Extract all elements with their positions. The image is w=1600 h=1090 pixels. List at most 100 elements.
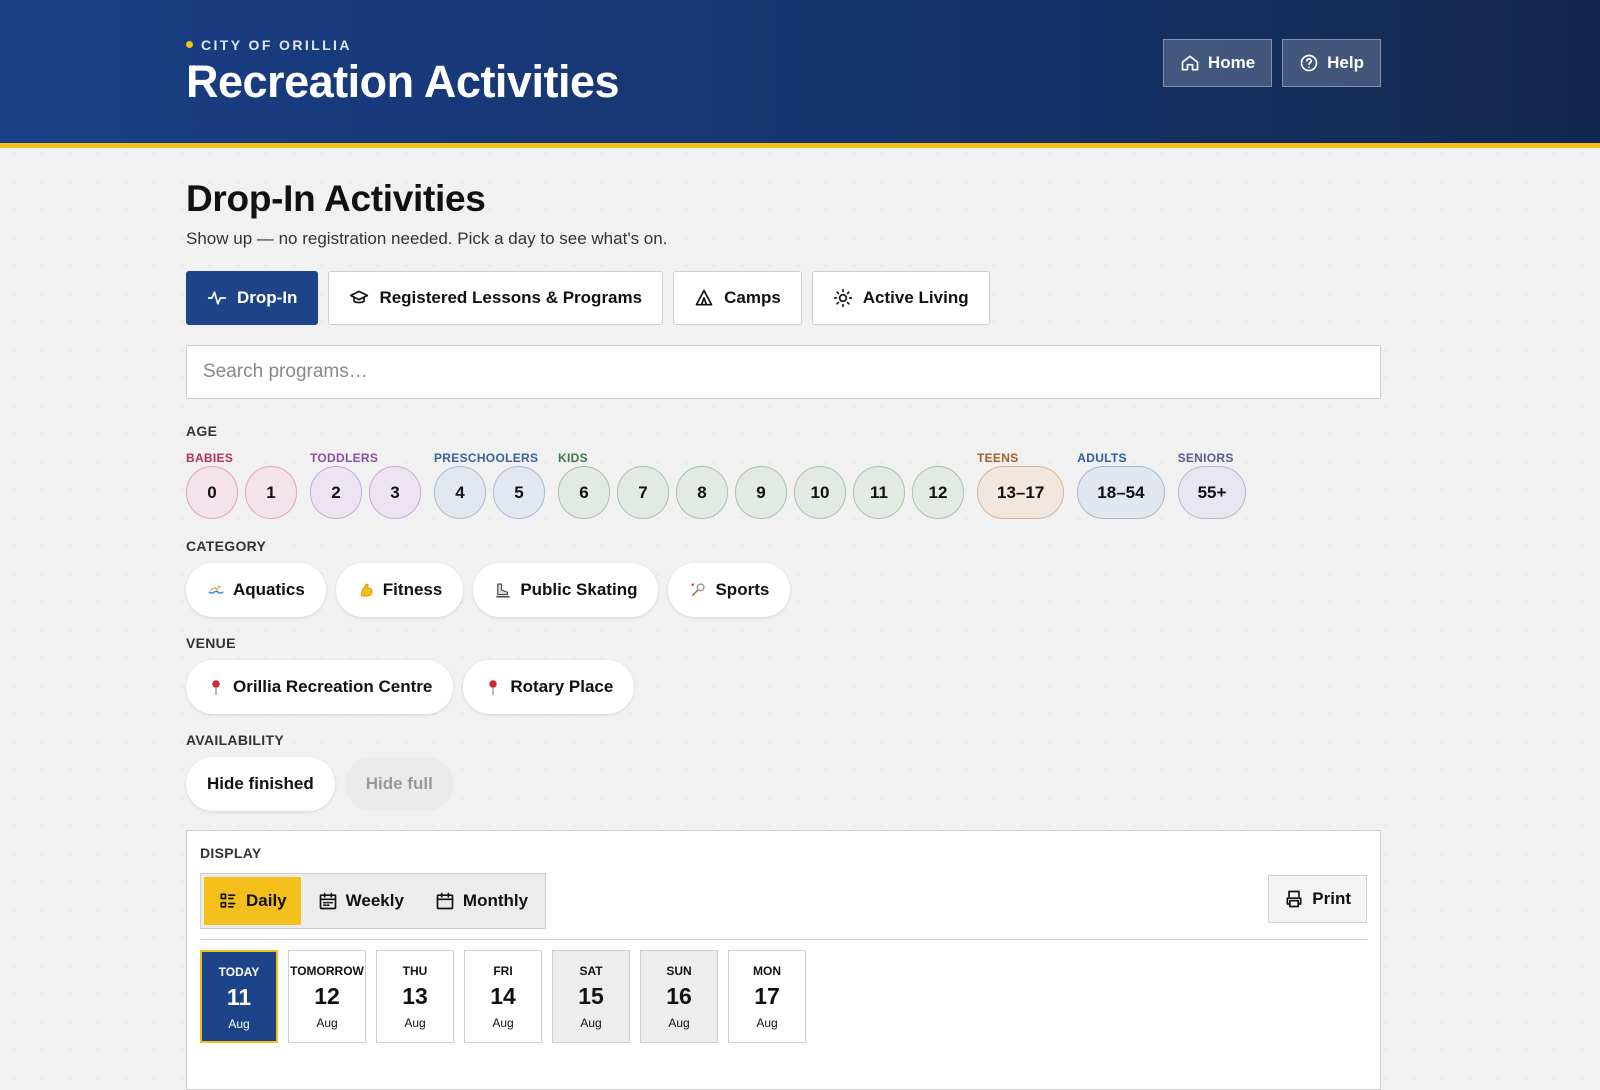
tabs: Drop-In Registered Lessons & Programs Camp… bbox=[186, 271, 1381, 325]
age-group-name: ADULTS bbox=[1077, 451, 1127, 465]
icon bbox=[695, 289, 713, 306]
nav: Home Help bbox=[1162, 39, 1381, 87]
day-card[interactable]: FRI 14 Aug bbox=[464, 950, 542, 1043]
nav-button[interactable]: Home bbox=[1162, 39, 1273, 87]
category-label: Sports bbox=[715, 580, 770, 599]
category-pill[interactable]: Sports bbox=[668, 563, 791, 617]
day-card[interactable]: TOMORROW 12 Aug bbox=[288, 950, 366, 1043]
venue-label: Orillia Recreation Centre bbox=[233, 677, 433, 696]
category-label: Aquatics bbox=[233, 580, 305, 599]
age-chip[interactable]: 18–54 bbox=[1077, 466, 1165, 519]
icon bbox=[360, 583, 373, 597]
venue-pill[interactable]: Orillia Recreation Centre bbox=[186, 660, 454, 714]
age-chip[interactable]: 6 bbox=[558, 466, 610, 519]
day-date: 14 bbox=[490, 983, 516, 1009]
day-card[interactable]: THU 13 Aug bbox=[376, 950, 454, 1043]
view-button[interactable]: Monthly bbox=[421, 877, 542, 925]
icon bbox=[833, 288, 852, 308]
site-title: Recreation Activities bbox=[186, 56, 620, 107]
category-label: Public Skating bbox=[520, 580, 638, 599]
age-chip[interactable]: 8 bbox=[676, 466, 728, 519]
availability-pill[interactable]: Hide finished bbox=[186, 757, 335, 811]
age-chip[interactable]: 12 bbox=[912, 466, 964, 519]
age-chip[interactable]: 13–17 bbox=[977, 466, 1065, 519]
venue-label: Rotary Place bbox=[510, 677, 614, 696]
day-name: THU bbox=[402, 964, 428, 978]
age-group: PRESCHOOLERS 4 5 bbox=[434, 451, 545, 519]
age-chip[interactable]: 2 bbox=[310, 466, 362, 519]
day-name: SUN bbox=[666, 964, 692, 978]
category-pill[interactable]: Fitness bbox=[335, 563, 464, 617]
age-chip[interactable]: 1 bbox=[245, 466, 297, 519]
tab-label: Active Living bbox=[862, 288, 969, 307]
day-name: FRI bbox=[493, 964, 513, 978]
icon bbox=[220, 893, 236, 908]
day-month: Aug bbox=[316, 1016, 338, 1030]
age-group: TEENS 13–17 bbox=[977, 451, 1065, 519]
icon bbox=[436, 892, 454, 910]
age-chip[interactable]: 10 bbox=[794, 466, 846, 519]
day-card[interactable]: SUN 16 Aug bbox=[640, 950, 718, 1043]
age-chip[interactable]: 3 bbox=[369, 466, 421, 519]
view-label: Monthly bbox=[462, 891, 529, 910]
divider bbox=[200, 939, 1367, 940]
age-group: KIDS 6 7 8 9 10 11 12 bbox=[558, 451, 964, 519]
view-label: Weekly bbox=[345, 891, 404, 910]
venue-pills: Orillia Recreation Centre Rotary Place bbox=[186, 660, 1381, 714]
category-pill[interactable]: Public Skating bbox=[473, 563, 659, 617]
view-button[interactable]: Daily bbox=[204, 877, 301, 925]
tab[interactable]: Registered Lessons & Programs bbox=[328, 271, 664, 325]
print-label: Print bbox=[1312, 889, 1351, 908]
day-name: MON bbox=[753, 964, 781, 978]
view-button[interactable]: Weekly bbox=[304, 877, 418, 925]
age-chip[interactable]: 7 bbox=[617, 466, 669, 519]
age-group-name: PRESCHOOLERS bbox=[434, 451, 539, 465]
age-chip[interactable]: 55+ bbox=[1177, 466, 1247, 519]
age-group-name: KIDS bbox=[558, 451, 588, 465]
day-name: SAT bbox=[579, 964, 603, 978]
category-pill[interactable]: Aquatics bbox=[186, 563, 326, 617]
day-month: Aug bbox=[404, 1016, 426, 1030]
tab[interactable]: Active Living bbox=[811, 271, 990, 325]
age-chip[interactable]: 0 bbox=[186, 466, 238, 519]
age-group-name: BABIES bbox=[186, 451, 234, 465]
category-label: Fitness bbox=[382, 580, 443, 599]
tab[interactable]: Drop-In bbox=[186, 271, 319, 325]
age-chip[interactable]: 9 bbox=[735, 466, 787, 519]
age-group: TODDLERS 2 3 bbox=[310, 451, 421, 519]
day-date: 12 bbox=[314, 983, 340, 1009]
icon bbox=[319, 892, 336, 910]
day-month: Aug bbox=[492, 1016, 514, 1030]
age-group-name: TEENS bbox=[977, 451, 1019, 465]
tab[interactable]: Camps bbox=[673, 271, 802, 325]
nav-button[interactable]: Help bbox=[1282, 39, 1381, 87]
age-group-name: TODDLERS bbox=[310, 451, 379, 465]
day-date: 17 bbox=[754, 983, 780, 1009]
day-name: TOMORROW bbox=[290, 964, 364, 978]
day-card[interactable]: SAT 15 Aug bbox=[552, 950, 630, 1043]
venue-pill[interactable]: Rotary Place bbox=[463, 660, 635, 714]
filter-label: DISPLAY bbox=[200, 845, 262, 861]
category-pills: Aquatics Fitness Public Skating Sports bbox=[186, 563, 1381, 617]
day-picker: TODAY 11 Aug TOMORROW 12 Aug THU 13 Aug FRI 14 Aug S… bbox=[200, 950, 1367, 1043]
age-chip[interactable]: 4 bbox=[434, 466, 486, 519]
search-input[interactable]: Search programs… bbox=[186, 345, 1381, 399]
kicker: CITY OF ORILLIA bbox=[186, 37, 352, 53]
day-card[interactable]: MON 17 Aug bbox=[728, 950, 806, 1043]
age-chip[interactable]: 11 bbox=[853, 466, 905, 519]
availability-pill[interactable]: Hide full bbox=[344, 757, 454, 811]
filter-label: VENUE bbox=[186, 635, 236, 651]
day-card[interactable]: TODAY 11 Aug bbox=[200, 950, 278, 1043]
age-group: SENIORS 55+ bbox=[1177, 451, 1247, 519]
day-date: 16 bbox=[666, 983, 692, 1009]
page-title: Drop-In Activities bbox=[186, 178, 486, 219]
tab-label: Camps bbox=[724, 288, 781, 307]
age-chip[interactable]: 5 bbox=[493, 466, 545, 519]
view-label: Daily bbox=[246, 891, 287, 910]
print-button[interactable]: Print bbox=[1268, 875, 1367, 923]
day-month: Aug bbox=[668, 1016, 690, 1030]
subtitle: Show up — no registration needed. Pick a… bbox=[186, 229, 668, 248]
age-options: 18–54 bbox=[1077, 466, 1165, 519]
